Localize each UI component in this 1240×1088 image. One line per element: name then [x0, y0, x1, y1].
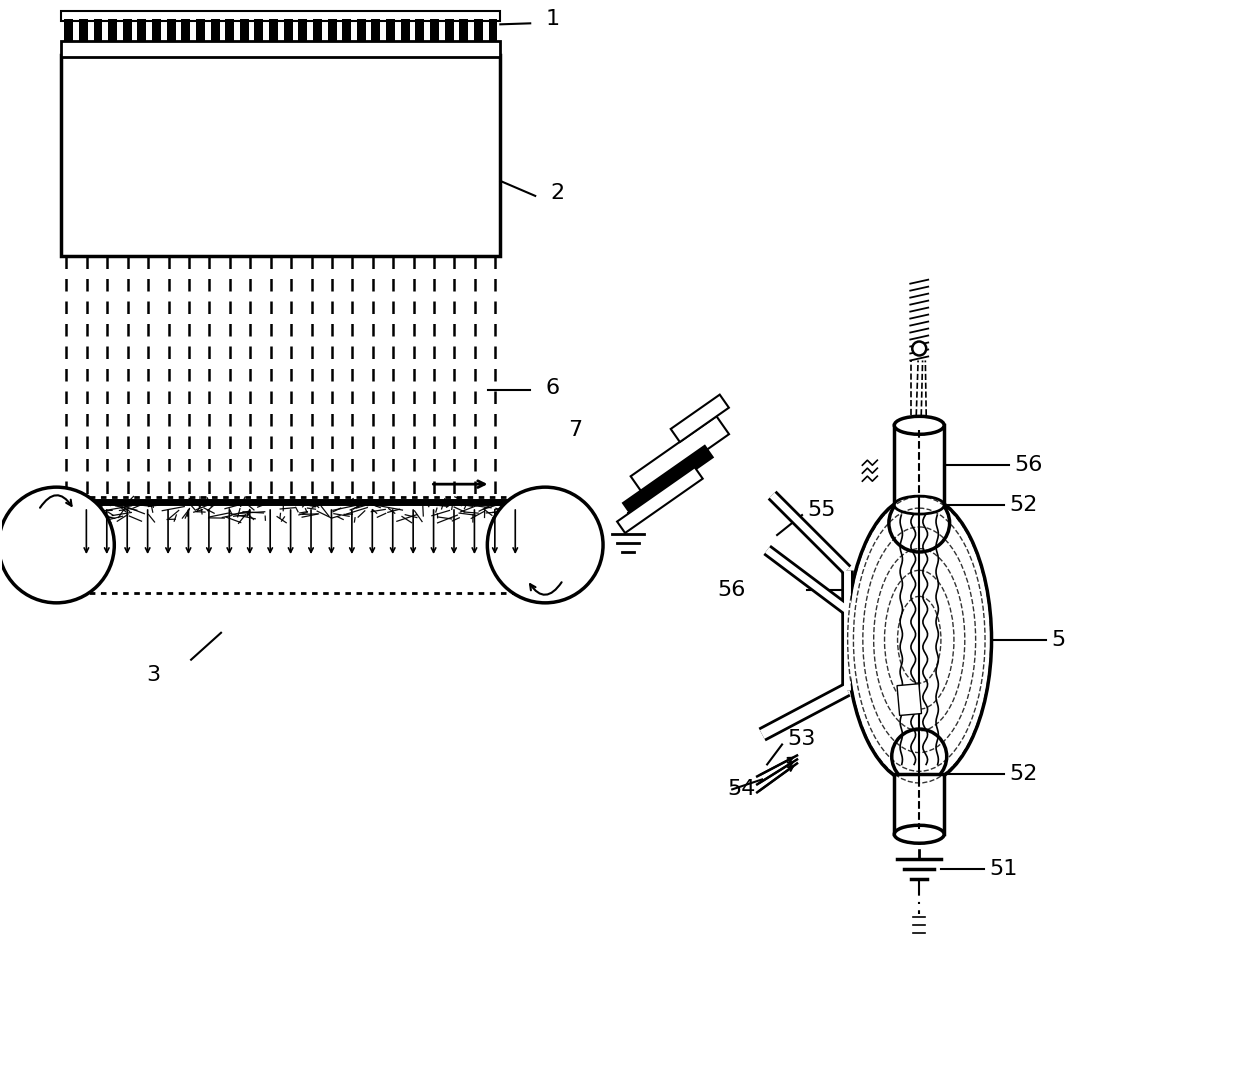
- Polygon shape: [618, 467, 703, 533]
- Bar: [372, 20, 381, 41]
- Bar: [415, 20, 424, 41]
- Text: 5: 5: [1052, 630, 1065, 650]
- Ellipse shape: [892, 729, 946, 783]
- Bar: [357, 20, 366, 41]
- Bar: [138, 20, 146, 41]
- Bar: [211, 20, 219, 41]
- Bar: [62, 41, 500, 58]
- Bar: [445, 20, 454, 41]
- Bar: [93, 20, 103, 41]
- Bar: [226, 20, 234, 41]
- Bar: [181, 20, 190, 41]
- Circle shape: [913, 342, 926, 356]
- Bar: [284, 20, 293, 41]
- Text: 1: 1: [546, 10, 559, 29]
- Text: 52: 52: [1009, 765, 1038, 784]
- Ellipse shape: [894, 826, 944, 843]
- Ellipse shape: [847, 495, 992, 784]
- Text: 53: 53: [787, 729, 816, 750]
- Polygon shape: [671, 395, 729, 442]
- Text: 51: 51: [990, 860, 1018, 879]
- Text: 56: 56: [717, 580, 745, 599]
- Bar: [894, 425, 944, 505]
- Text: 54: 54: [727, 779, 755, 800]
- Text: 2: 2: [551, 183, 564, 202]
- Bar: [894, 775, 944, 834]
- Bar: [327, 20, 336, 41]
- Text: 56: 56: [1014, 455, 1043, 475]
- Bar: [489, 20, 497, 41]
- Circle shape: [487, 487, 603, 603]
- Bar: [254, 20, 263, 41]
- Text: 55: 55: [807, 500, 836, 520]
- Bar: [299, 20, 308, 41]
- Bar: [153, 20, 161, 41]
- Text: 3: 3: [146, 665, 160, 684]
- Text: 6: 6: [546, 379, 559, 398]
- Bar: [166, 20, 176, 41]
- Polygon shape: [622, 446, 713, 515]
- Ellipse shape: [889, 494, 950, 552]
- Bar: [108, 20, 117, 41]
- Bar: [123, 20, 131, 41]
- Bar: [401, 20, 409, 41]
- Bar: [239, 20, 249, 41]
- Bar: [64, 20, 73, 41]
- Bar: [196, 20, 205, 41]
- Bar: [79, 20, 88, 41]
- Bar: [62, 11, 500, 22]
- Bar: [312, 20, 322, 41]
- Bar: [269, 20, 278, 41]
- Circle shape: [0, 487, 114, 603]
- Ellipse shape: [894, 496, 944, 514]
- Bar: [430, 20, 439, 41]
- Bar: [342, 20, 351, 41]
- Bar: [62, 55, 500, 256]
- Polygon shape: [631, 417, 729, 494]
- Bar: [459, 20, 469, 41]
- Text: 52: 52: [1009, 495, 1038, 515]
- Bar: [386, 20, 396, 41]
- Polygon shape: [897, 683, 921, 716]
- Bar: [474, 20, 482, 41]
- Text: 7: 7: [568, 420, 582, 441]
- Ellipse shape: [894, 417, 944, 434]
